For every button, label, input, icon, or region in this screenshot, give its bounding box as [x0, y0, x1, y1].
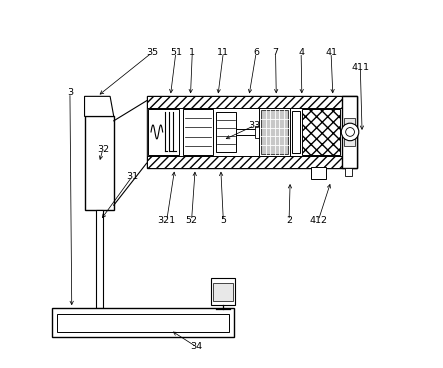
Text: 412: 412 [309, 216, 327, 225]
Text: 33: 33 [248, 121, 260, 130]
Bar [183, 109, 213, 155]
Circle shape [346, 128, 354, 136]
Text: 52: 52 [186, 216, 198, 225]
Bar [342, 96, 357, 167]
Bar [345, 167, 351, 176]
Circle shape [341, 123, 359, 141]
Bar [344, 118, 355, 146]
Bar [311, 167, 326, 178]
Bar [148, 109, 179, 155]
Bar [147, 96, 357, 167]
Text: 7: 7 [272, 48, 279, 57]
Text: 51: 51 [170, 48, 182, 57]
Bar [210, 278, 235, 305]
Text: 11: 11 [218, 48, 229, 57]
Bar [302, 109, 340, 155]
Bar [147, 108, 357, 156]
Bar [96, 209, 103, 308]
Text: 5: 5 [220, 216, 226, 225]
Text: 3: 3 [67, 88, 73, 97]
Bar [85, 116, 114, 209]
Text: 35: 35 [146, 48, 158, 57]
Text: 2: 2 [286, 216, 292, 225]
Text: 321: 321 [158, 216, 176, 225]
Text: 34: 34 [190, 342, 202, 351]
Text: 1: 1 [189, 48, 195, 57]
Bar [261, 110, 288, 154]
Bar [259, 108, 290, 156]
Text: 31: 31 [126, 172, 138, 181]
Text: 41: 41 [325, 48, 337, 57]
Bar [147, 156, 357, 167]
Polygon shape [85, 96, 114, 116]
Text: 32: 32 [97, 145, 109, 154]
Text: 4: 4 [298, 48, 304, 57]
Text: 411: 411 [351, 63, 369, 72]
Bar [147, 96, 357, 108]
Text: 6: 6 [253, 48, 259, 57]
Bar [57, 314, 229, 332]
Bar [213, 283, 233, 301]
Bar [52, 308, 234, 337]
Bar [292, 111, 300, 153]
Bar [255, 126, 262, 138]
Bar [216, 112, 236, 152]
